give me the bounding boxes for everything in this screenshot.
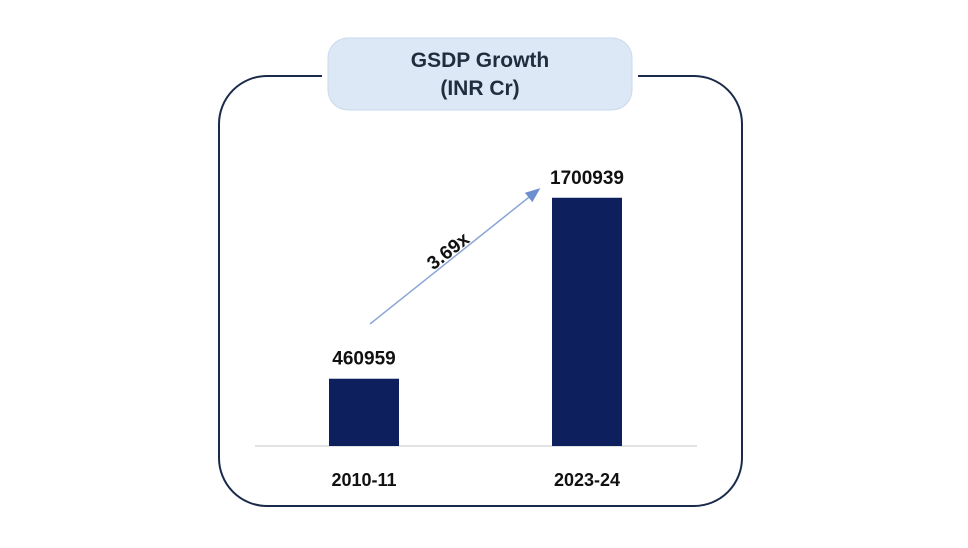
value-label-2010-11: 460959 — [332, 349, 395, 370]
value-label-2023-24: 1700939 — [550, 168, 624, 189]
x-tick-label-2023-24: 2023-24 — [554, 470, 620, 490]
chart-title-line2: (INR Cr) — [440, 77, 519, 100]
x-tick-label-2010-11: 2010-11 — [331, 470, 396, 490]
bar-2023-24 — [552, 197, 622, 446]
growth-multiplier-label: 3.69x — [423, 228, 474, 274]
growth-arrow — [369, 188, 541, 325]
chart-title-line1: GSDP Growth — [411, 49, 549, 72]
chart-frame — [218, 75, 743, 507]
bar-2010-11 — [329, 378, 399, 446]
title-badge — [327, 37, 633, 111]
